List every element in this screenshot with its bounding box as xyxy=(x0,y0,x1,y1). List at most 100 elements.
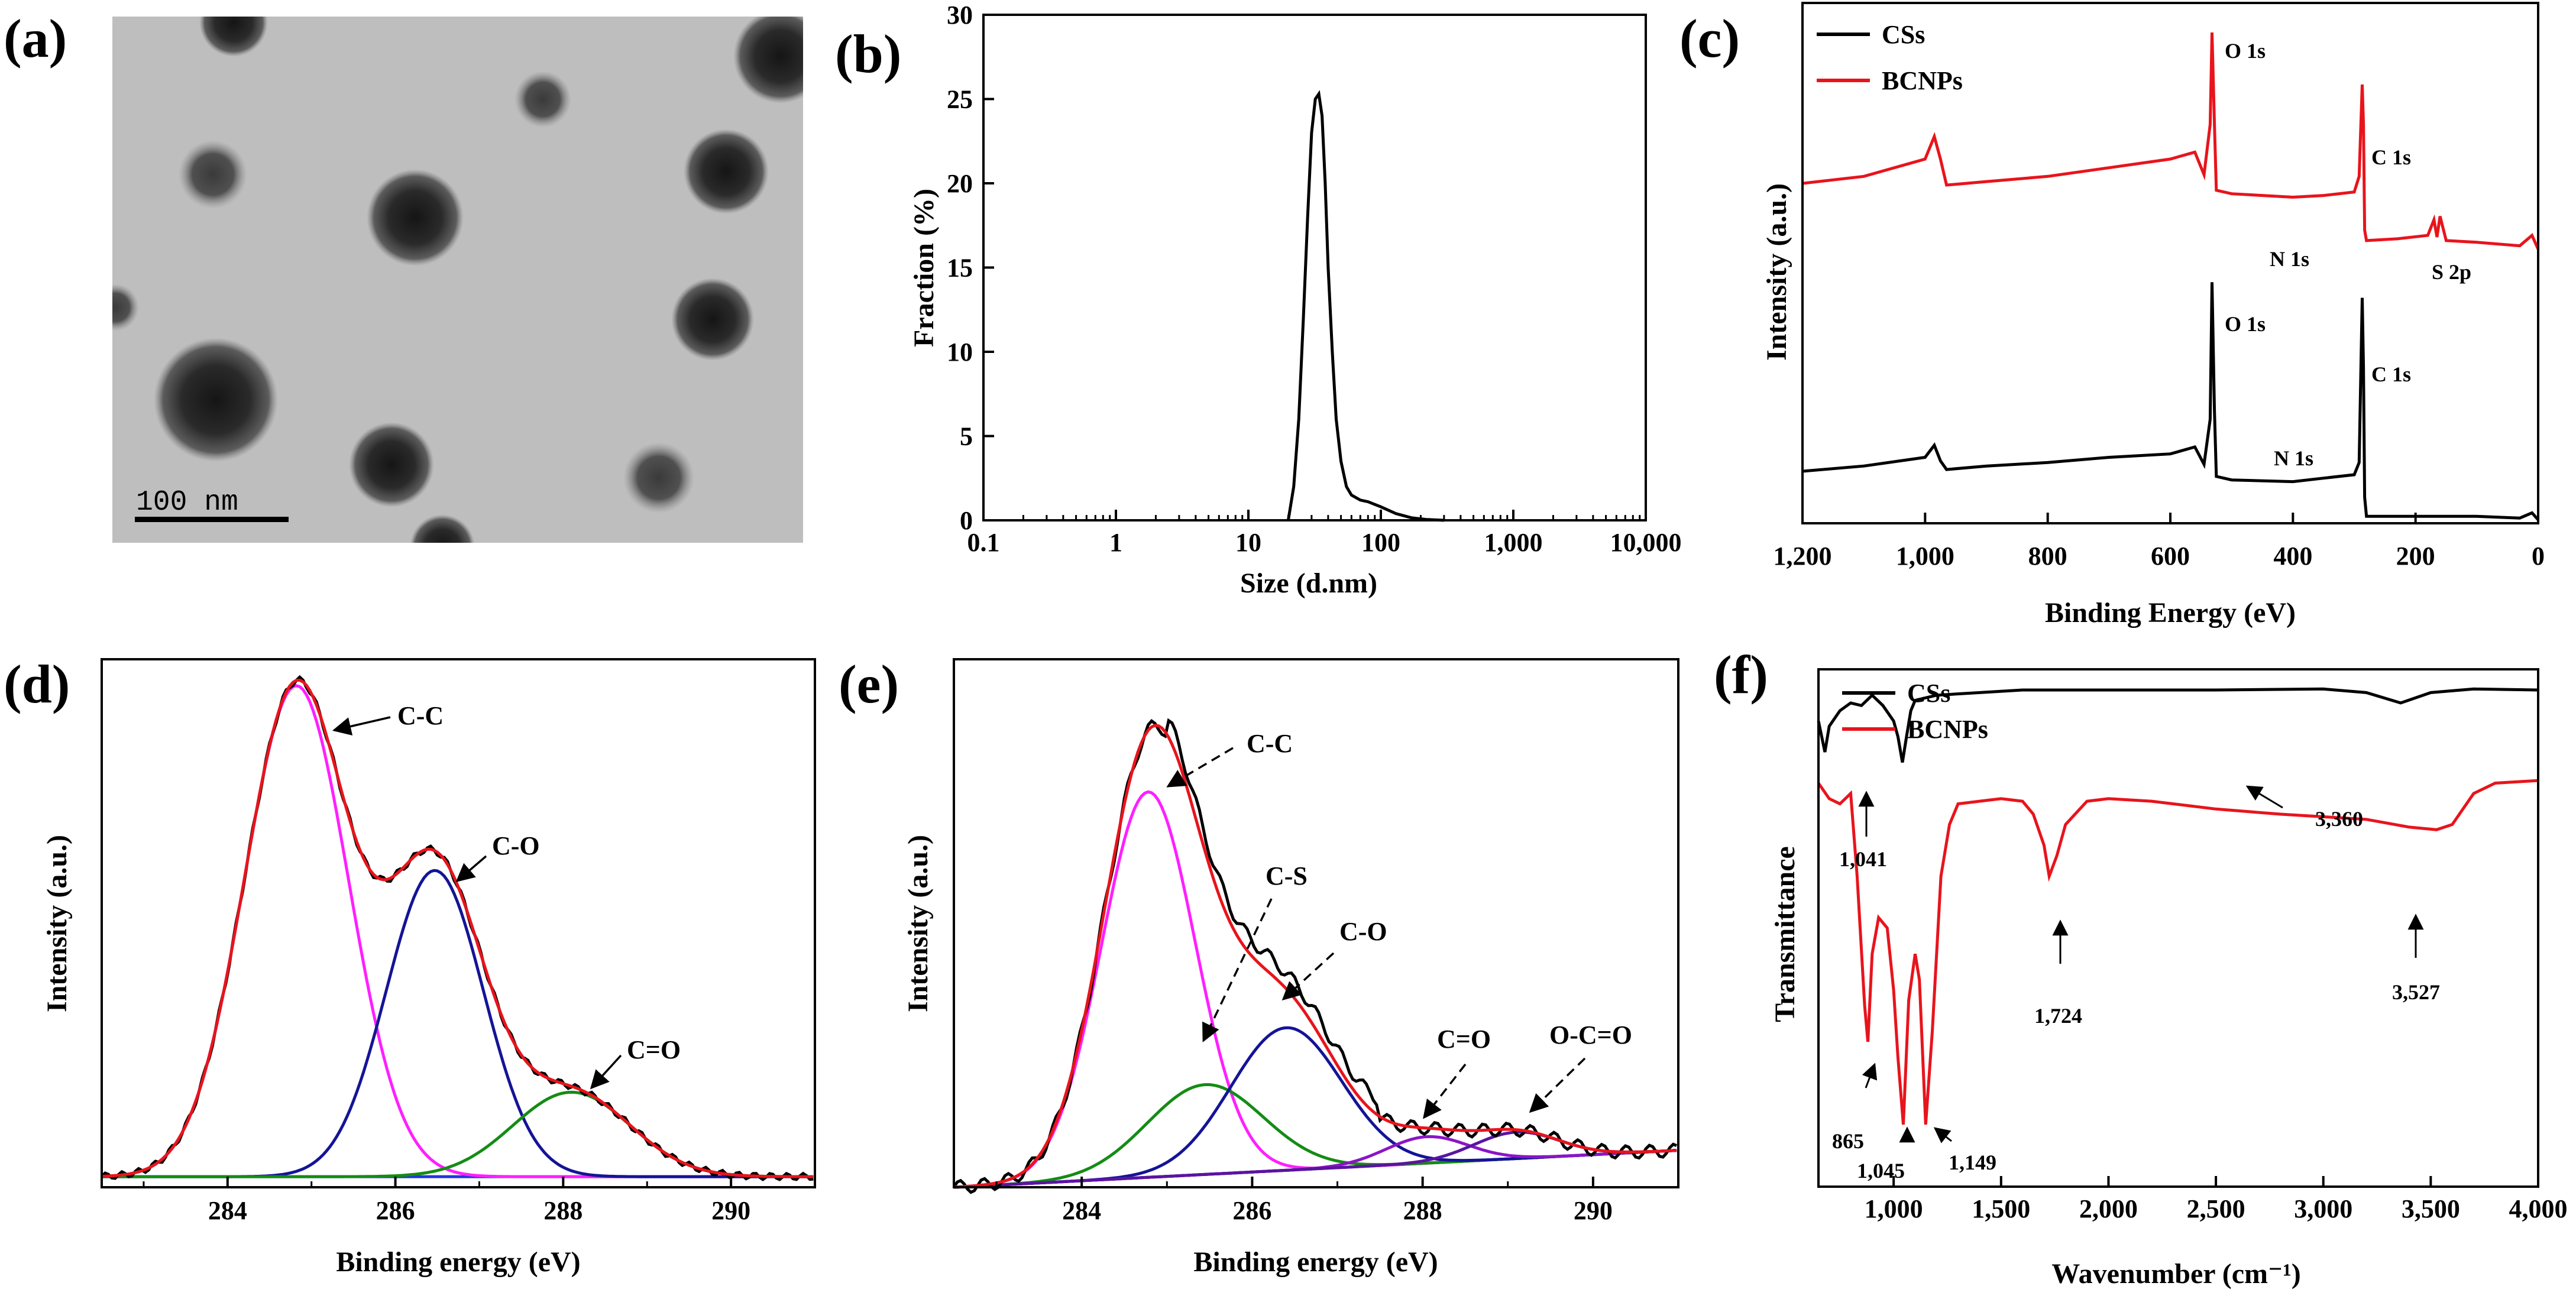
annotation-arrow-c2o xyxy=(590,1054,622,1090)
x-tick-label: 2,000 xyxy=(2079,1194,2138,1223)
chart-e-frame xyxy=(953,658,1679,1188)
x-tick-label: 100 xyxy=(1361,528,1400,557)
peak-label-n1s-bcnps: N 1s xyxy=(2270,247,2309,271)
nanoparticle xyxy=(367,169,464,266)
annotation-865: 865 xyxy=(1832,1129,1864,1153)
chart-e: 284 286 288 290 C-C C-S C-O C=O O-C=O Bindi… xyxy=(902,658,1679,1278)
chart-c-ticks: 1,200 1,000 800 600 400 200 0 xyxy=(1774,513,2545,571)
chart-d: 284 286 288 290 C-C C-O C=O Binding energy … xyxy=(41,658,816,1278)
y-tick-label: 5 xyxy=(960,422,973,451)
size-distribution-line xyxy=(1286,90,1445,522)
chart-b-frame xyxy=(982,14,1647,521)
y-tick-label: 25 xyxy=(947,85,973,114)
legend-label-css: CSs xyxy=(1907,679,1950,708)
x-tick-label: 284 xyxy=(1062,1196,1101,1225)
y-tick-label: 30 xyxy=(947,1,973,30)
y-tick-label: 0 xyxy=(960,506,973,535)
x-tick-label: 600 xyxy=(2151,542,2190,571)
peak-label-n1s-css: N 1s xyxy=(2274,446,2313,470)
chart-b-ylabel: Fraction (%) xyxy=(908,189,940,347)
annotation-arrow-occo xyxy=(1529,1057,1586,1113)
annotation-1724: 1,724 xyxy=(2034,1004,2082,1028)
panel-label-b: (b) xyxy=(835,24,901,84)
chart-f-ylabel: Transmittance xyxy=(1769,846,1801,1022)
annotation-cc: C-C xyxy=(1247,729,1293,758)
x-tick-label: 284 xyxy=(208,1196,247,1225)
chart-c-ylabel: Intensity (a.u.) xyxy=(1761,183,1792,361)
nanoparticle xyxy=(671,278,754,361)
component-c-c xyxy=(953,790,1677,1189)
annotation-arrow-3360 xyxy=(2245,785,2283,809)
chart-d-xlabel: Binding energy (eV) xyxy=(336,1246,580,1278)
panel-label-c: (c) xyxy=(1679,8,1740,69)
legend-label-css: CSs xyxy=(1882,20,1925,49)
annotation-occo: O-C=O xyxy=(1549,1021,1632,1049)
annotation-1149: 1,149 xyxy=(1949,1151,1996,1174)
annotation-arrow-co xyxy=(1281,952,1335,1001)
nanoparticle xyxy=(684,129,769,214)
chart-b: 0.1 1 10 100 1,000 10,000 0 5 10 15 20 25 30 Size (d… xyxy=(908,1,1682,599)
chart-e-ylabel: Intensity (a.u.) xyxy=(902,835,934,1012)
peak-label-s2p: S 2p xyxy=(2432,260,2471,284)
x-tick-label: 3,000 xyxy=(2294,1194,2352,1223)
chart-d-ylabel: Intensity (a.u.) xyxy=(41,835,73,1012)
peak-label-c1s-bcnps: C 1s xyxy=(2371,145,2411,169)
annotation-cc: C-C xyxy=(397,701,444,730)
fitted-envelope xyxy=(101,678,814,1178)
x-tick-label: 1,000 xyxy=(1484,528,1543,557)
component-c-c xyxy=(101,684,814,1178)
panel-label-e: (e) xyxy=(839,654,899,714)
chart-f-frame xyxy=(1817,668,2539,1188)
chart-c-xlabel: Binding Energy (eV) xyxy=(2045,597,2296,629)
annotation-cs: C-S xyxy=(1266,861,1308,890)
peak-label-o1s-bcnps: O 1s xyxy=(2225,39,2266,63)
annotation-c2o: C=O xyxy=(627,1035,681,1064)
x-tick-label: 286 xyxy=(1232,1196,1271,1225)
chart-b-ticks: 0.1 1 10 100 1,000 10,000 0 5 10 15 20 25 30 xyxy=(947,1,1682,557)
panel-label-d: (d) xyxy=(4,654,70,714)
legend-label-bcnps: BCNPs xyxy=(1882,66,1963,95)
ftir-css xyxy=(1817,687,2539,763)
nanoparticle xyxy=(733,17,803,103)
y-tick-label: 10 xyxy=(947,338,973,367)
fitted-envelope xyxy=(953,724,1677,1189)
annotation-arrow-cc xyxy=(332,716,391,736)
chart-d-frame xyxy=(101,658,816,1188)
chart-b-curve-layer xyxy=(1286,90,1445,522)
annotation-arrow-co xyxy=(455,855,487,883)
nanoparticle xyxy=(410,514,475,543)
x-tick-label: 290 xyxy=(711,1196,750,1225)
annotation-co: C-O xyxy=(492,831,540,860)
component-c-o xyxy=(102,869,814,1178)
x-tick-label: 400 xyxy=(2273,542,2312,571)
nanoparticle xyxy=(179,140,247,209)
nanoparticle xyxy=(154,338,278,462)
x-tick-label: 1,500 xyxy=(1972,1194,2030,1223)
chart-c: 1,200 1,000 800 600 400 200 0 CSs BCNPs O 1s C… xyxy=(1761,2,2545,629)
legend-label-bcnps: BCNPs xyxy=(1907,715,1988,744)
annotation-arrow-1149 xyxy=(1933,1127,1952,1143)
annotation-1041: 1,041 xyxy=(1839,847,1887,871)
x-tick-label: 290 xyxy=(1574,1196,1613,1225)
chart-e-xlabel: Binding energy (eV) xyxy=(1193,1246,1438,1278)
peak-label-c1s-css: C 1s xyxy=(2371,362,2411,386)
x-tick-label: 1,000 xyxy=(1896,542,1954,571)
x-tick-label: 286 xyxy=(376,1196,415,1225)
chart-d-ticks: 284 286 288 290 xyxy=(143,1177,816,1225)
x-tick-label: 2,500 xyxy=(2187,1194,2245,1223)
x-tick-label: 200 xyxy=(2396,542,2435,571)
x-tick-label: 1,200 xyxy=(1774,542,1832,571)
spectrum-bcnps xyxy=(1802,32,2540,250)
annotation-arrow-cs xyxy=(1202,898,1273,1042)
chart-d-curves xyxy=(101,675,814,1181)
tem-micrograph: 100 nm xyxy=(112,17,803,543)
y-tick-label: 15 xyxy=(947,254,973,283)
x-tick-label: 0.1 xyxy=(967,528,1000,557)
chart-e-ticks: 284 286 288 290 xyxy=(995,1177,1679,1225)
component-o-c-o xyxy=(953,1130,1677,1189)
x-tick-label: 1 xyxy=(1109,528,1122,557)
x-tick-label: 288 xyxy=(543,1196,582,1225)
scale-bar xyxy=(135,517,289,522)
scale-bar-label: 100 nm xyxy=(136,487,238,519)
